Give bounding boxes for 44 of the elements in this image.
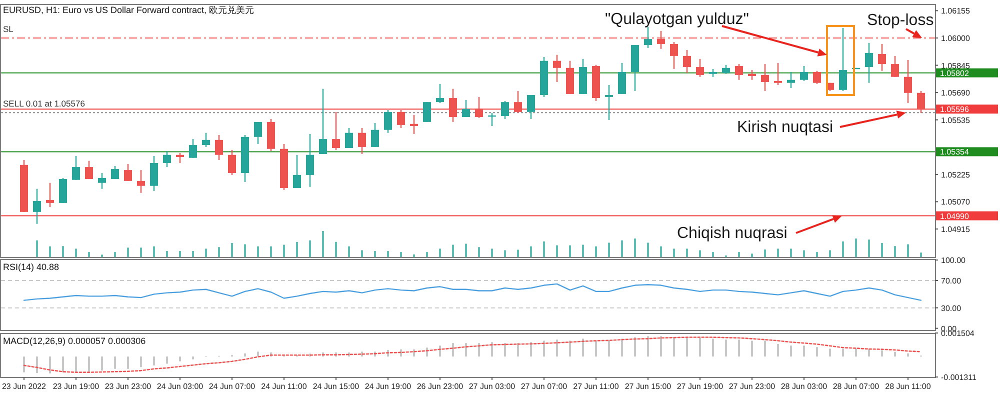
x-tick-label: 24 Jun 19:00 bbox=[364, 382, 412, 391]
y-tick-label: 1.06155 bbox=[941, 6, 970, 16]
y-tick-label: 1.05845 bbox=[941, 61, 970, 70]
chart-title: EURUSD, H1: Euro vs US Dollar Forward contract, 欧元兑美元 bbox=[3, 5, 254, 15]
x-tick-label: 24 Jun 07:00 bbox=[208, 382, 256, 391]
y-tick-label: 1.05535 bbox=[941, 116, 970, 125]
y-tick-label: 0.001504 bbox=[941, 329, 975, 338]
x-tick-label: 27 Jun 15:00 bbox=[624, 382, 672, 391]
x-tick-label: 24 Jun 11:00 bbox=[261, 382, 308, 391]
x-tick-label: 27 Jun 07:00 bbox=[520, 382, 568, 391]
y-tick-label: 70.00 bbox=[941, 276, 962, 286]
ref-line-label: SL bbox=[3, 24, 14, 34]
x-tick-label: 27 Jun 03:00 bbox=[468, 382, 516, 391]
y-tick-label: -0.001311 bbox=[941, 373, 977, 382]
x-tick-label: 23 Jun 19:00 bbox=[52, 382, 100, 391]
x-tick-label: 24 Jun 15:00 bbox=[312, 382, 360, 391]
chart-title: MACD(12,26,9) 0.000057 0.000306 bbox=[3, 336, 146, 346]
y-tick-label: 1.06000 bbox=[941, 34, 970, 43]
y-tick-label: 1.05070 bbox=[941, 198, 970, 207]
annotation: Kirish nuqtasi bbox=[737, 119, 834, 136]
x-tick-label: 26 Jun 23:00 bbox=[416, 382, 464, 391]
chart-title: RSI(14) 40.88 bbox=[3, 262, 60, 272]
x-tick-label: 27 Jun 19:00 bbox=[676, 382, 724, 391]
x-tick-label: 28 Jun 03:00 bbox=[780, 382, 828, 391]
annotation: Chiqish nuqrasi bbox=[677, 225, 788, 242]
y-tick-label: 1.05225 bbox=[941, 170, 970, 180]
ref-line-label: 1.04990 bbox=[940, 212, 970, 221]
ref-line-label: 1.05354 bbox=[940, 148, 970, 157]
annotation: "Qulayotgan yulduz" bbox=[605, 11, 749, 28]
y-tick-label: 1.05690 bbox=[941, 88, 970, 98]
annotation: Stop-loss bbox=[867, 12, 934, 29]
x-tick-label: 27 Jun 11:00 bbox=[573, 382, 620, 391]
x-tick-label: 24 Jun 03:00 bbox=[156, 382, 204, 391]
y-tick-label: 100.00 bbox=[941, 256, 966, 266]
ref-line-label: 1.05596 bbox=[940, 105, 970, 114]
ref-line-label: 1.05802 bbox=[940, 68, 970, 78]
x-tick-label: 28 Jun 11:00 bbox=[885, 382, 932, 391]
y-tick-label: 1.04915 bbox=[941, 225, 970, 234]
y-tick-label: 30.00 bbox=[941, 304, 962, 313]
x-tick-label: 23 Jun 23:00 bbox=[104, 382, 152, 391]
x-tick-label: 23 Jun 2022 bbox=[2, 382, 47, 391]
x-tick-label: 28 Jun 07:00 bbox=[832, 382, 880, 391]
ref-line-label: SELL 0.01 at 1.05576 bbox=[3, 98, 86, 109]
x-tick-label: 27 Jun 23:00 bbox=[728, 382, 776, 391]
